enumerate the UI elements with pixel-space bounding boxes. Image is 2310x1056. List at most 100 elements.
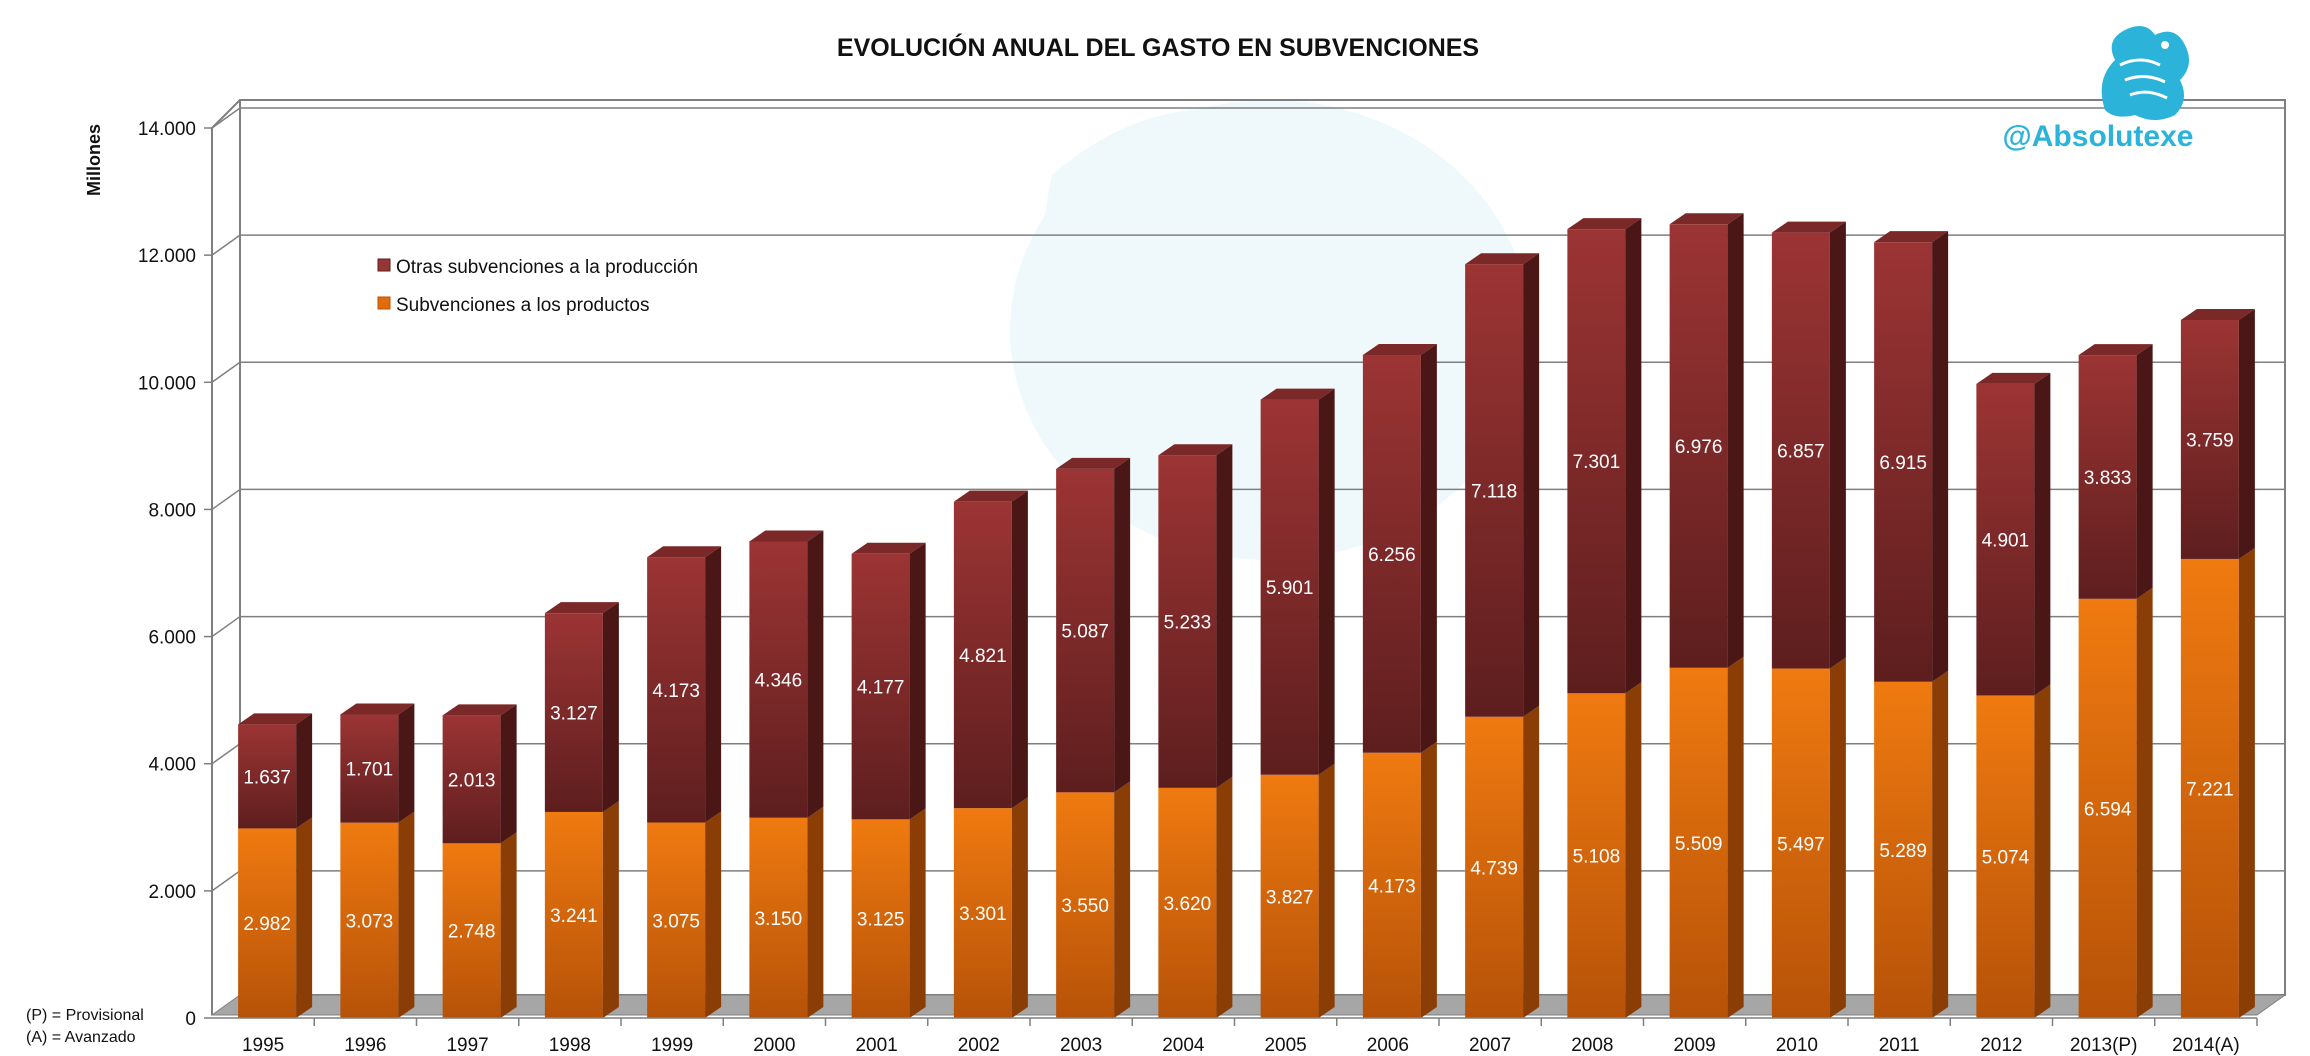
bar-productos-side (1727, 656, 1744, 1018)
data-label-otras: 4.346 (755, 671, 803, 692)
bar-otras-side (1523, 253, 1540, 717)
bar-productos (2078, 598, 2137, 1018)
bar-otras-side (2238, 308, 2255, 559)
y-axis: 0 2.000 4.000 6.000 8.000 10.000 12.000 14.000 (138, 119, 212, 1030)
bar-productos-side (1011, 797, 1028, 1018)
bar-productos-side (1932, 670, 1949, 1018)
y-tick-label: 8.000 (148, 500, 196, 521)
data-label-productos: 2.748 (448, 922, 496, 943)
data-label-otras: 3.833 (2084, 468, 2132, 489)
data-label-otras: 3.759 (2186, 430, 2234, 451)
legend: Otras subvenciones a la producción Subve… (377, 257, 698, 316)
bar-productos-side (1114, 781, 1131, 1018)
bar-otras-side (1727, 213, 1744, 668)
legend-swatch-productos (377, 296, 391, 310)
data-label-productos: 5.074 (1982, 848, 2030, 869)
gridline (211, 870, 241, 892)
bar-productos (442, 843, 501, 1018)
bar-productos-side (705, 811, 722, 1018)
bar-otras-top (544, 602, 619, 614)
bar-otras (1465, 264, 1524, 717)
gridline (211, 107, 241, 129)
x-tick-label: 2012 (1980, 1035, 2022, 1056)
x-tick-label: 2008 (1571, 1035, 1613, 1056)
brand-handle: @Absolutexe (2003, 120, 2194, 153)
data-label-otras: 4.821 (959, 646, 1007, 667)
bar-otras-side (2034, 372, 2051, 696)
bar-otras (1669, 224, 1728, 668)
legend-swatch-otras (377, 258, 391, 272)
bar-otras (1056, 468, 1115, 793)
bar-productos-side (2136, 587, 2153, 1018)
griffin-icon (2101, 26, 2189, 120)
data-label-productos: 3.125 (857, 910, 905, 931)
data-label-productos: 5.509 (1675, 834, 1723, 855)
bar-otras-top (1874, 231, 1949, 243)
bar-productos-side (398, 811, 415, 1018)
bar-productos-side (1625, 682, 1642, 1018)
note-avanzado: (A) = Avanzado (26, 1029, 136, 1046)
bar-otras (340, 714, 399, 823)
bar-otras (953, 501, 1012, 809)
bar-otras-side (1420, 344, 1437, 753)
bar-otras-top (1771, 221, 1846, 233)
data-label-otras: 5.233 (1164, 613, 1212, 634)
bar-productos-side (500, 832, 517, 1018)
x-tick-label: 2004 (1162, 1035, 1205, 1056)
bar-otras-top (1056, 457, 1131, 469)
data-label-productos: 3.075 (652, 911, 700, 932)
data-label-otras: 1.701 (346, 760, 394, 781)
x-tick-label: 1996 (344, 1035, 386, 1056)
bar-otras-side (398, 703, 415, 823)
bar-productos (2180, 558, 2239, 1018)
data-label-otras: 5.087 (1061, 622, 1109, 643)
data-label-productos: 5.497 (1777, 834, 1825, 855)
bar-otras-top (1567, 218, 1642, 230)
gridline (211, 361, 241, 383)
bar-otras (1771, 232, 1830, 669)
data-label-productos: 4.739 (1470, 858, 1518, 879)
x-tick-label: 2010 (1776, 1035, 1818, 1056)
x-tick-label: 2011 (1879, 1035, 1920, 1056)
x-tick-label: 2005 (1264, 1035, 1306, 1056)
bar-otras-side (296, 713, 313, 829)
data-label-otras: 4.901 (1982, 531, 2030, 552)
bar-otras-top (238, 713, 313, 725)
y-tick-label: 4.000 (148, 755, 196, 776)
data-label-productos: 5.108 (1573, 847, 1621, 868)
bar-otras (851, 553, 910, 820)
data-label-productos: 3.241 (550, 906, 598, 927)
bar-otras-side (602, 602, 619, 812)
y-tick-label: 10.000 (138, 373, 196, 394)
bar-productos-side (909, 808, 926, 1018)
x-tick-label: 2007 (1469, 1035, 1511, 1056)
bar-otras-side (1011, 490, 1028, 809)
notes: (P) = Provisional (A) = Avanzado (26, 1007, 144, 1046)
data-label-otras: 6.857 (1777, 442, 1825, 463)
bar-otras-top (1465, 253, 1540, 265)
bar-otras (442, 715, 501, 844)
bar-otras-top (340, 703, 415, 715)
data-label-otras: 6.256 (1368, 545, 1416, 566)
x-tick-label: 2013(P) (2070, 1035, 2138, 1056)
bar-productos-side (1420, 741, 1437, 1018)
y-tick-label: 14.000 (138, 119, 196, 140)
bar-productos (1771, 668, 1830, 1018)
bar-otras (2078, 355, 2137, 599)
bar-otras-top (1260, 388, 1335, 400)
x-axis: 1995 1996 1997 1998 1999 2000 2001 2002 2003 2004… (212, 1017, 2258, 1056)
bar-otras (1567, 229, 1626, 694)
x-tick-label: 1995 (242, 1035, 284, 1056)
bar-productos (1976, 695, 2035, 1018)
x-tick-label: 2003 (1060, 1035, 1102, 1056)
data-label-otras: 5.901 (1266, 578, 1314, 599)
data-label-productos: 3.550 (1061, 896, 1109, 917)
plot-frame (210, 99, 2287, 1016)
data-label-productos: 2.982 (243, 914, 291, 935)
bar-otras (1976, 383, 2035, 696)
data-label-otras: 4.177 (857, 678, 905, 699)
note-provisional: (P) = Provisional (26, 1007, 144, 1024)
bar-otras-top (953, 490, 1028, 502)
data-label-productos: 7.221 (2186, 779, 2234, 800)
